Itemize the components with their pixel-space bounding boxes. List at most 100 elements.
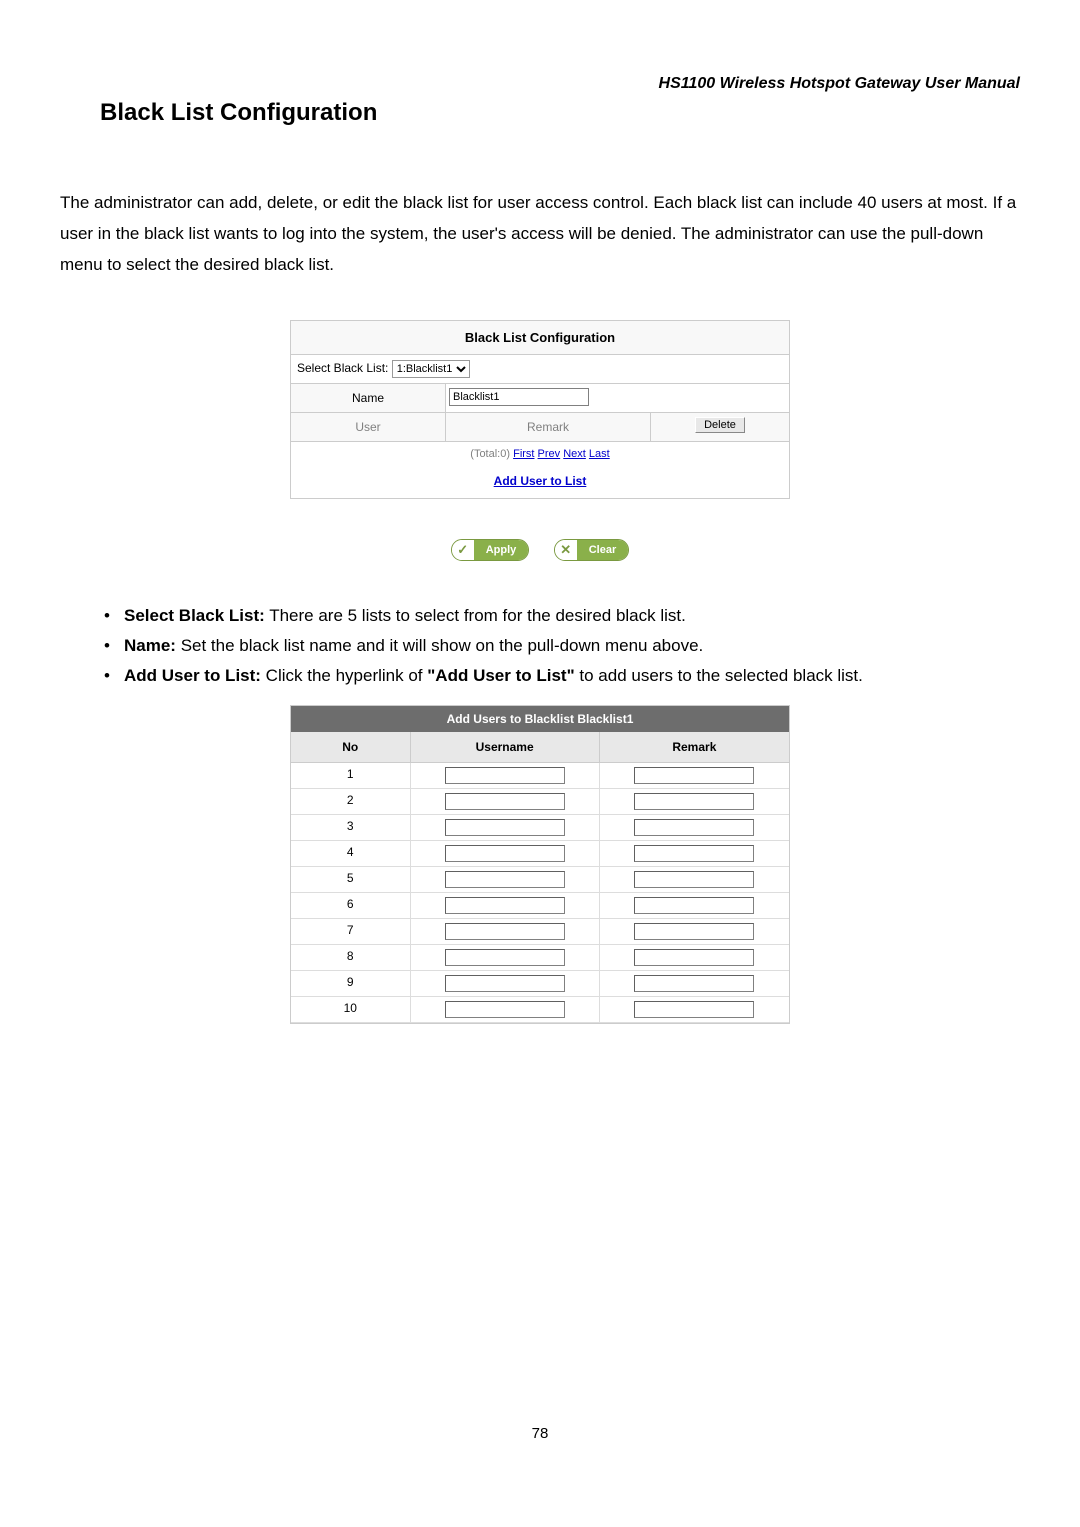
row-number: 9 [291, 971, 411, 996]
username-cell [411, 867, 600, 892]
row-number: 5 [291, 867, 411, 892]
table-row: 5 [291, 867, 789, 893]
apply-label: Apply [474, 540, 529, 560]
no-header: No [291, 732, 411, 762]
table-row: 7 [291, 919, 789, 945]
pager-next-link[interactable]: Next [563, 448, 586, 460]
apply-button[interactable]: ✓ Apply [451, 539, 530, 561]
remark-input[interactable] [634, 845, 754, 862]
username-header: Username [411, 732, 600, 762]
table-row: 2 [291, 789, 789, 815]
pager-total: (Total:0) [470, 448, 510, 460]
remark-cell [600, 971, 789, 996]
table-row: 3 [291, 815, 789, 841]
delete-column-header: Delete [651, 413, 789, 441]
page-number: 78 [0, 1425, 1080, 1442]
pager-first-link[interactable]: First [513, 448, 534, 460]
username-cell [411, 789, 600, 814]
intro-paragraph: The administrator can add, delete, or ed… [60, 187, 1020, 280]
username-cell [411, 763, 600, 788]
pager-row: (Total:0) First Prev Next Last [291, 442, 789, 466]
clear-label: Clear [577, 540, 629, 560]
name-input-cell [446, 384, 789, 412]
row-number: 7 [291, 919, 411, 944]
username-input[interactable] [445, 845, 565, 862]
remark-input[interactable] [634, 923, 754, 940]
row-number: 2 [291, 789, 411, 814]
clear-button[interactable]: ✕ Clear [554, 539, 630, 561]
username-input[interactable] [445, 949, 565, 966]
bullet-text: Set the black list name and it will show… [176, 636, 703, 655]
remark-cell [600, 815, 789, 840]
section-title: Black List Configuration [100, 99, 1020, 127]
table-row: 4 [291, 841, 789, 867]
remark-input[interactable] [634, 949, 754, 966]
bullet-label: Select Black List: [124, 606, 265, 625]
bullet-item: Select Black List: There are 5 lists to … [100, 601, 1020, 631]
action-buttons-row: ✓ Apply ✕ Clear [60, 539, 1020, 561]
username-input[interactable] [445, 871, 565, 888]
remark-input[interactable] [634, 1001, 754, 1018]
remark-cell [600, 841, 789, 866]
add-user-link[interactable]: Add User to List [494, 474, 587, 488]
remark-input[interactable] [634, 793, 754, 810]
username-input[interactable] [445, 975, 565, 992]
username-cell [411, 997, 600, 1022]
table-row: 6 [291, 893, 789, 919]
delete-button[interactable]: Delete [695, 417, 745, 433]
username-cell [411, 893, 600, 918]
remark-input[interactable] [634, 767, 754, 784]
bullet-label: Name: [124, 636, 176, 655]
select-blacklist-row: Select Black List: 1:Blacklist1 [291, 355, 789, 384]
bullet-item: Name: Set the black list name and it wil… [100, 631, 1020, 661]
username-cell [411, 815, 600, 840]
blacklist-config-panel: Black List Configuration Select Black Li… [290, 320, 790, 499]
row-number: 1 [291, 763, 411, 788]
table-row: 9 [291, 971, 789, 997]
remark-input[interactable] [634, 897, 754, 914]
username-input[interactable] [445, 819, 565, 836]
remark-cell [600, 919, 789, 944]
username-input[interactable] [445, 767, 565, 784]
panel2-headers: No Username Remark [291, 732, 789, 763]
username-input[interactable] [445, 793, 565, 810]
panel1-title: Black List Configuration [291, 321, 789, 355]
check-icon: ✓ [452, 540, 474, 560]
remark-cell [600, 763, 789, 788]
select-blacklist-dropdown[interactable]: 1:Blacklist1 [392, 360, 470, 378]
pager-prev-link[interactable]: Prev [538, 448, 561, 460]
username-cell [411, 971, 600, 996]
name-input[interactable] [449, 388, 589, 406]
name-row: Name [291, 384, 789, 413]
username-input[interactable] [445, 897, 565, 914]
remark-input[interactable] [634, 871, 754, 888]
bullet-text: to add users to the selected black list. [575, 666, 863, 685]
table-row: 1 [291, 763, 789, 789]
username-input[interactable] [445, 1001, 565, 1018]
pager-last-link[interactable]: Last [589, 448, 610, 460]
bullet-bold: "Add User to List" [427, 666, 574, 685]
username-input[interactable] [445, 923, 565, 940]
user-column-header: User [291, 413, 446, 441]
row-number: 10 [291, 997, 411, 1022]
panel1-column-headers: User Remark Delete [291, 413, 789, 442]
remark-cell [600, 867, 789, 892]
bullet-list: Select Black List: There are 5 lists to … [100, 601, 1020, 691]
bullet-text: There are 5 lists to select from for the… [265, 606, 686, 625]
username-cell [411, 919, 600, 944]
row-number: 6 [291, 893, 411, 918]
remark-input[interactable] [634, 975, 754, 992]
add-users-panel: Add Users to Blacklist Blacklist1 No Use… [290, 705, 790, 1024]
remark-cell [600, 893, 789, 918]
remark-cell [600, 997, 789, 1022]
close-icon: ✕ [555, 540, 577, 560]
bullet-text: Click the hyperlink of [261, 666, 427, 685]
select-blacklist-label: Select Black List: [297, 361, 388, 375]
row-number: 4 [291, 841, 411, 866]
document-header: HS1100 Wireless Hotspot Gateway User Man… [60, 75, 1020, 93]
remark-header: Remark [600, 732, 789, 762]
remark-input[interactable] [634, 819, 754, 836]
row-number: 8 [291, 945, 411, 970]
remark-cell [600, 945, 789, 970]
name-label: Name [291, 384, 446, 412]
